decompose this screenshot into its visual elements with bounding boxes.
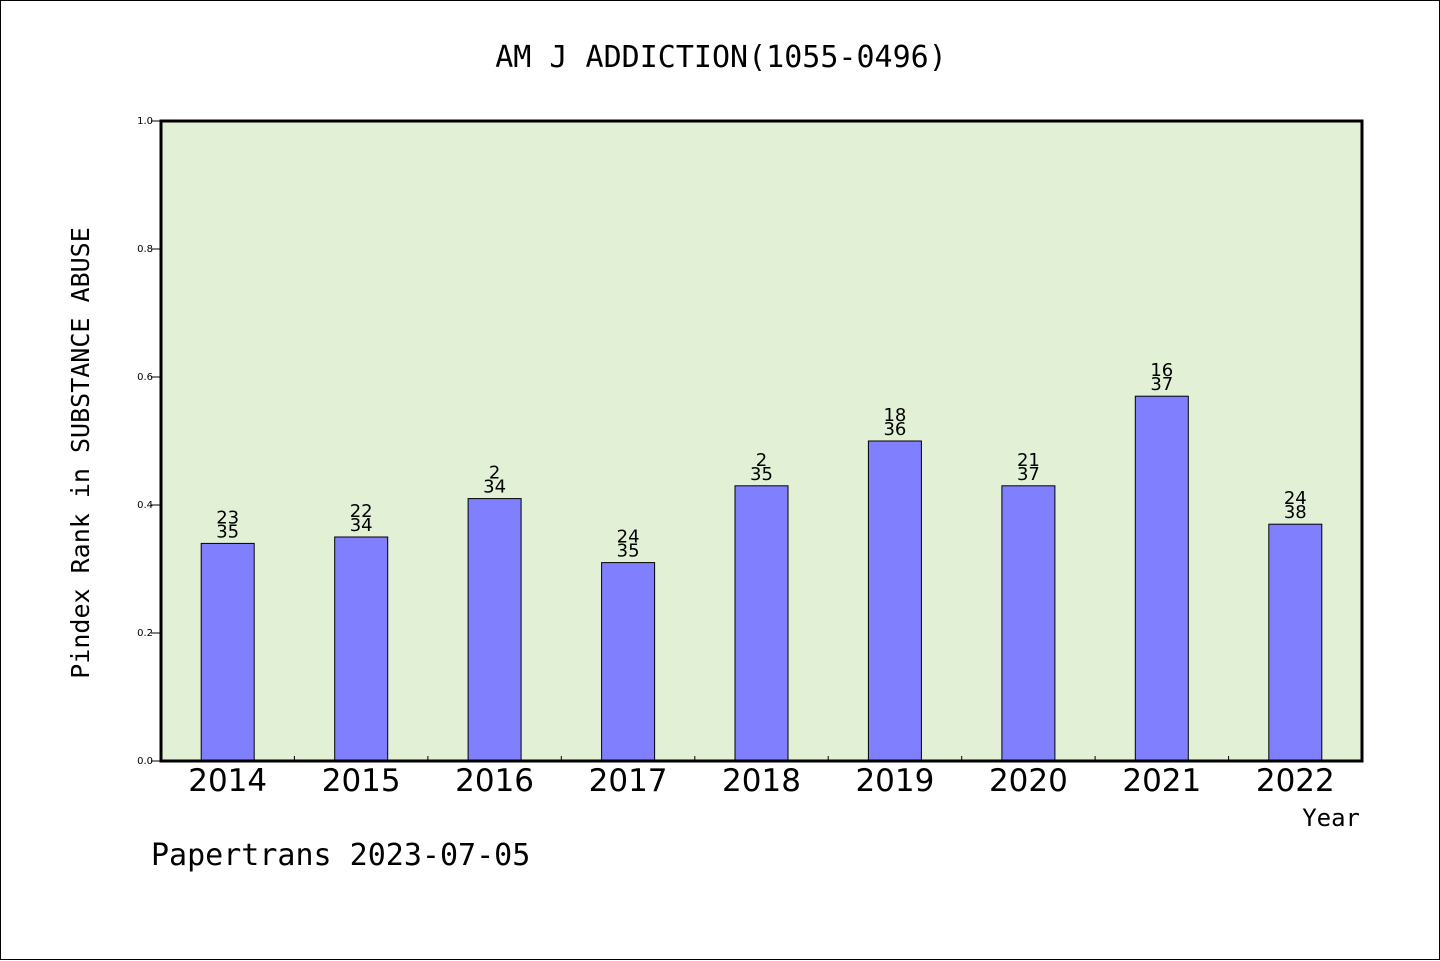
bar-2019 <box>867 440 922 762</box>
y-tick-label-0.4: 0.4 <box>137 500 153 511</box>
bar-total-label-2017: 35 <box>617 541 640 562</box>
footer-note: Papertrans 2023-07-05 <box>151 838 530 873</box>
bar-2014 <box>200 542 255 762</box>
bar-rank-label-2019: 18 <box>883 405 906 426</box>
y-tick-label-0.6: 0.6 <box>137 372 153 383</box>
bar-rank-label-2021: 16 <box>1150 360 1173 381</box>
x-tick-label-2014: 2014 <box>188 763 267 799</box>
bar-2018 <box>734 485 789 762</box>
bar-2017 <box>601 562 656 762</box>
x-tick-label-2017: 2017 <box>589 763 668 799</box>
bar-2015 <box>334 536 389 762</box>
y-tick-label-0.0: 0.0 <box>137 756 153 767</box>
x-tick-label-2018: 2018 <box>722 763 801 799</box>
bar-rank-label-2022: 24 <box>1284 488 1307 509</box>
bar-2016 <box>467 498 522 762</box>
x-axis: 2014 2015 2016 2017 2018 2019 2020 2021 2022 <box>188 756 1335 799</box>
bar-total-label-2022: 38 <box>1284 502 1307 523</box>
bar-rank-label-2018: 2 <box>756 450 767 471</box>
x-tick-label-2021: 2021 <box>1122 763 1201 799</box>
bar-rank-label-2014: 23 <box>216 507 239 528</box>
bar-total-label-2016: 34 <box>483 477 506 498</box>
bar-rank-label-2020: 21 <box>1017 450 1040 471</box>
y-axis-label: Pindex Rank in SUBSTANCE ABUSE <box>66 227 95 679</box>
x-tick-label-2016: 2016 <box>455 763 534 799</box>
bar-2020 <box>1001 485 1056 762</box>
bar-total-label-2020: 37 <box>1017 464 1040 485</box>
x-tick-label-2019: 2019 <box>855 763 934 799</box>
bar-total-label-2015: 34 <box>350 515 373 536</box>
x-tick-label-2015: 2015 <box>322 763 401 799</box>
x-tick-label-2022: 2022 <box>1256 763 1335 799</box>
bar-2021 <box>1134 395 1189 762</box>
bar-rank-label-2016: 2 <box>489 463 500 484</box>
y-tick-label-0.8: 0.8 <box>137 244 153 255</box>
bar-total-label-2014: 35 <box>216 521 239 542</box>
bar-rank-label-2017: 24 <box>617 527 640 548</box>
chart-title: AM J ADDICTION(1055-0496) <box>495 40 947 75</box>
bar-total-label-2019: 36 <box>883 419 906 440</box>
bar-total-label-2018: 35 <box>750 464 773 485</box>
y-tick-label-1.0: 1.0 <box>137 116 153 127</box>
bar-total-label-2021: 37 <box>1150 374 1173 395</box>
bar-rank-label-2015: 22 <box>350 501 373 522</box>
bars-layer <box>200 395 1323 762</box>
bar-2022 <box>1268 523 1323 762</box>
x-axis-label: Year <box>1302 804 1360 832</box>
y-tick-label-0.2: 0.2 <box>137 628 153 639</box>
plot-frame <box>159 119 1364 763</box>
y-axis: 0.0 0.2 0.4 0.6 0.8 1.0 <box>137 116 161 767</box>
x-tick-label-2020: 2020 <box>989 763 1068 799</box>
